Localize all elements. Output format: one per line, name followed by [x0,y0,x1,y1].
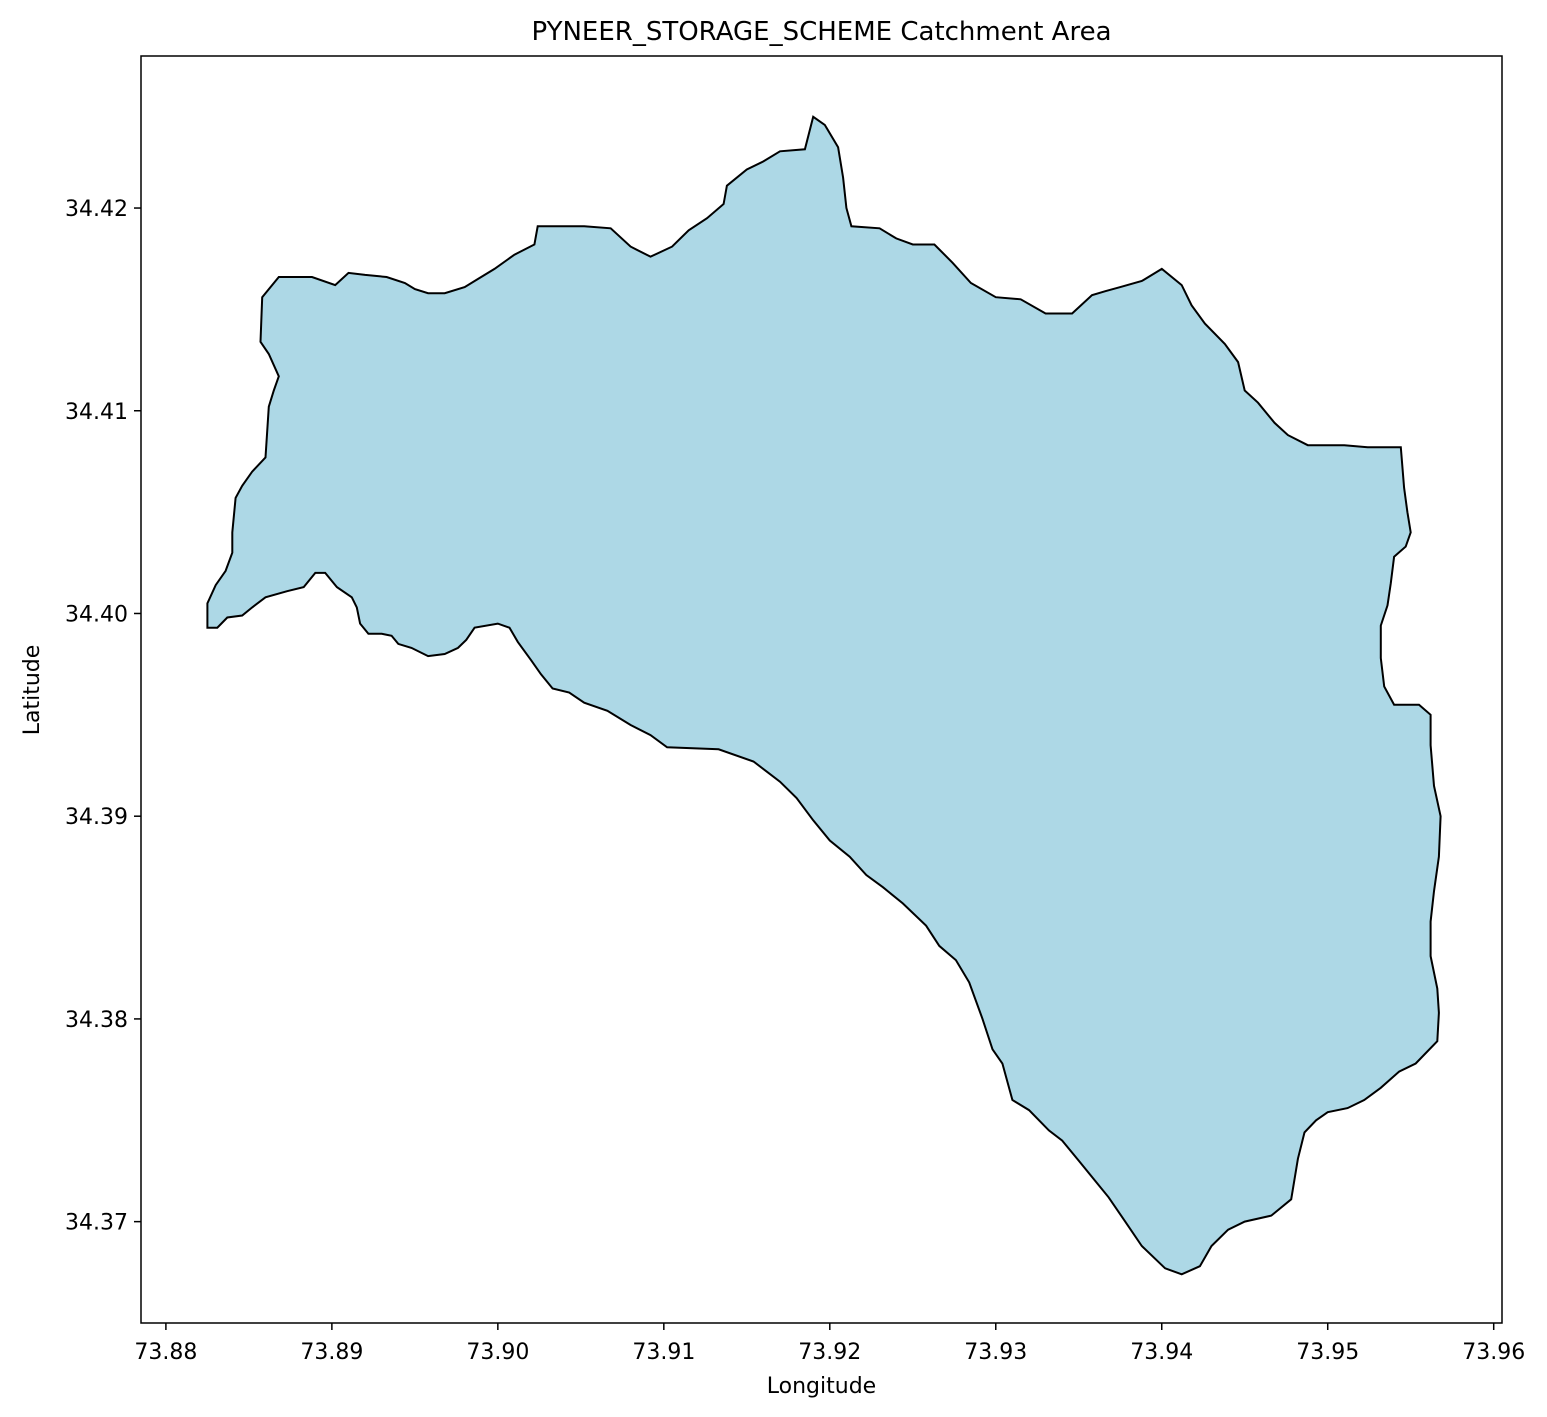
catchment-area-polygon [206,115,1442,1276]
y-tick-label: 34.39 [65,805,128,830]
x-tick-label: 73.92 [798,1340,861,1365]
x-tick-label: 73.88 [134,1340,197,1365]
x-tick-label: 73.91 [632,1340,695,1365]
x-tick-label: 73.89 [300,1340,363,1365]
y-axis-label: Latitude [20,645,45,736]
chart-title: PYNEER_STORAGE_SCHEME Catchment Area [531,17,1111,47]
y-tick-label: 34.37 [65,1211,128,1236]
x-axis-label: Longitude [767,1374,876,1399]
axes-frame [140,55,1503,1324]
x-tick-label: 73.96 [1462,1340,1525,1365]
x-tick-label: 73.90 [466,1340,529,1365]
x-axis-ticks: 73.88 73.89 73.90 73.91 73.92 73.93 73.94 73.95… [134,1323,1525,1365]
y-tick-label: 34.40 [65,602,128,627]
y-tick-label: 34.41 [65,400,128,425]
x-tick-label: 73.93 [964,1340,1027,1365]
plot-area [206,115,1442,1276]
y-tick-label: 34.42 [65,197,128,222]
x-tick-label: 73.94 [1130,1340,1193,1365]
x-tick-label: 73.95 [1296,1340,1359,1365]
y-tick-label: 34.38 [65,1008,128,1033]
y-axis-ticks: 34.37 34.38 34.39 34.40 34.41 34.42 [65,197,141,1236]
